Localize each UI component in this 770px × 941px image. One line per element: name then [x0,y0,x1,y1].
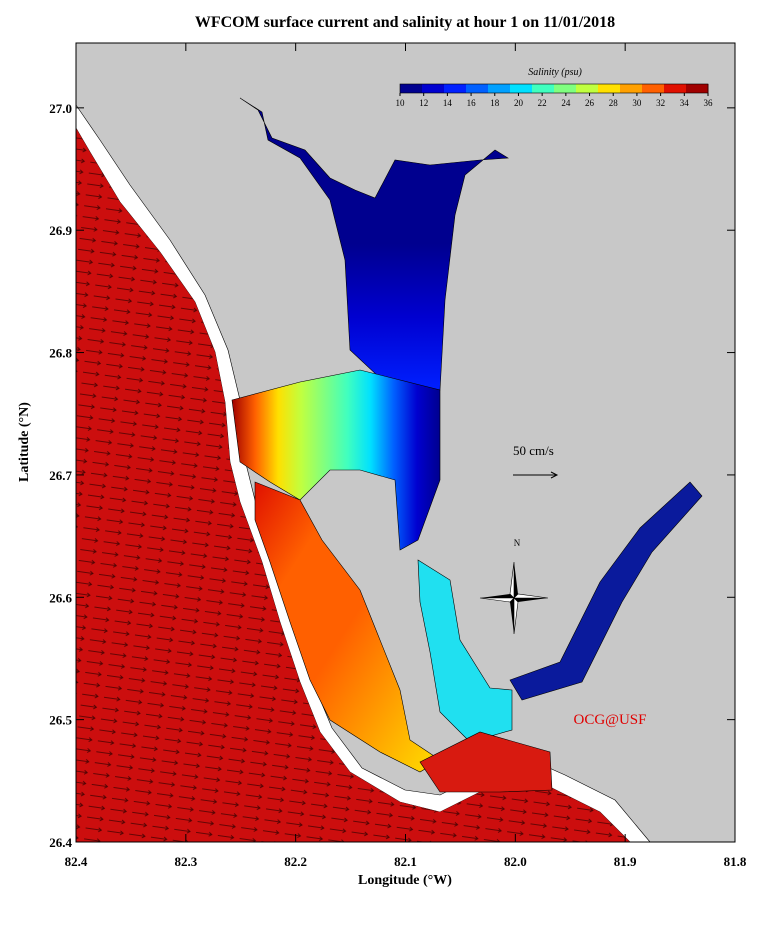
colorbar-tick-label: 28 [609,98,619,108]
matlacha-pass [417,559,513,743]
x-tick-label: 81.9 [614,854,637,869]
x-tick-label: 81.8 [724,854,747,869]
y-tick-label: 26.8 [49,346,72,361]
colorbar-swatch [576,84,599,93]
colorbar-title: Salinity (psu) [528,67,582,78]
y-tick-label: 26.7 [49,468,72,483]
colorbar-tick-label: 24 [561,98,571,108]
x-tick-label: 82.3 [174,854,197,869]
colorbar-swatch [510,84,533,93]
north-arrow [479,561,549,635]
y-tick-label: 27.0 [49,101,72,116]
colorbar-tick-label: 16 [467,98,477,108]
upper-charlotte-harbor [239,97,509,391]
colorbar-tick-label: 26 [585,98,595,108]
compass-point [514,598,548,602]
colorbar-swatch [620,84,643,93]
colorbar-swatch [554,84,577,93]
colorbar-swatch [444,84,467,93]
credit: OCG@USF [573,712,646,728]
colorbar-tick-label: 14 [443,98,453,108]
scale-arrow [513,471,559,479]
colorbar-swatch [422,84,445,93]
colorbar: 10 12 14 16 18 20 22 24 26 28 30 32 34 36 [396,83,714,108]
water-bodies [75,97,703,843]
compass-point [513,593,549,599]
lower-charlotte-harbor [231,369,441,551]
x-tick-label: 82.2 [284,854,307,869]
compass-point [514,562,518,598]
x-tick-label: 82.1 [394,854,417,869]
compass-point [479,597,515,603]
y-tick-label: 26.9 [49,223,72,238]
colorbar-swatch [466,84,489,93]
colorbar-tick-label: 36 [704,98,714,108]
colorbar-tick-label: 18 [490,98,500,108]
y-axis-label: Latitude (°N) [17,402,32,482]
colorbar-swatch [400,84,423,93]
y-tick-label: 26.6 [49,590,72,605]
colorbar-swatch [642,84,665,93]
colorbar-tick-label: 34 [680,98,690,108]
x-axis-label: Longitude (°W) [358,873,452,888]
san-carlos-bay [419,731,553,793]
colorbar-swatch [532,84,555,93]
colorbar-swatch [488,84,511,93]
colorbar-swatch [686,84,709,93]
colorbar-swatch [664,84,687,93]
colorbar-tick-label: 20 [514,98,524,108]
colorbar-swatch [598,84,621,93]
y-tick-label: 26.4 [49,835,72,850]
title: WFCOM surface current and salinity at ho… [195,14,615,31]
y-tick-label: 26.5 [49,713,72,728]
colorbar-frame [399,83,709,94]
colorbar-tick-label: 22 [538,98,547,108]
north-label: N [514,538,521,548]
x-tick-label: 82.4 [65,854,88,869]
compass-point [480,594,514,598]
caloosahatchee-river [509,481,703,701]
colorbar-tick-label: 30 [632,98,642,108]
colorbar-tick-label: 32 [656,98,665,108]
x-tick-label: 82.0 [504,854,527,869]
scale-label: 50 cm/s [513,443,554,458]
colorbar-tick-label: 12 [419,98,428,108]
gulf-currents [76,128,630,842]
compass-point [510,598,514,634]
colorbar-tick-label: 10 [396,98,406,108]
scale-arrow-head [550,471,559,479]
